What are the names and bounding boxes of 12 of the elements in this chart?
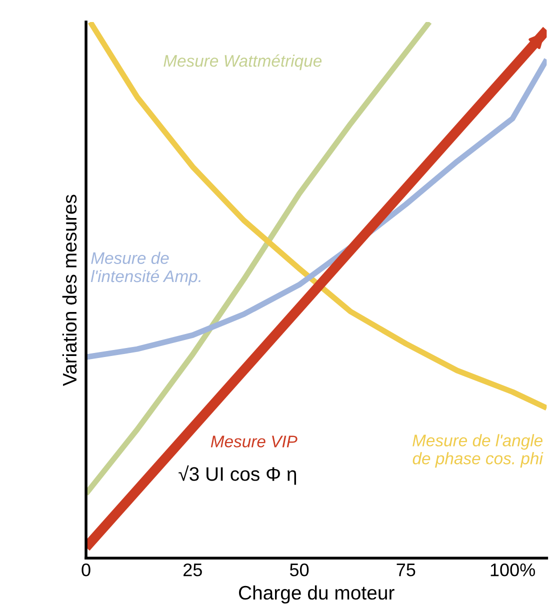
- x-axis-title: Charge du moteur: [238, 585, 394, 604]
- series-label: Mesure VIP: [210, 436, 298, 448]
- x-tick-label: 100%: [490, 563, 535, 576]
- y-axis-title: Variation des mesures: [62, 194, 77, 386]
- x-tick-label: 25: [184, 563, 202, 576]
- x-tick-label: 0: [82, 563, 90, 576]
- annotation: √3 UI cos Φ η: [178, 465, 296, 485]
- x-tick-label: 75: [396, 564, 416, 576]
- x-tick-label: 50: [290, 563, 309, 576]
- series-label: Mesure de l'angle de phase cos. phi: [412, 434, 544, 468]
- text: Mesure de l'intensité Amp.: [90, 252, 200, 286]
- text: Mesure Wattmétrique: [164, 54, 322, 70]
